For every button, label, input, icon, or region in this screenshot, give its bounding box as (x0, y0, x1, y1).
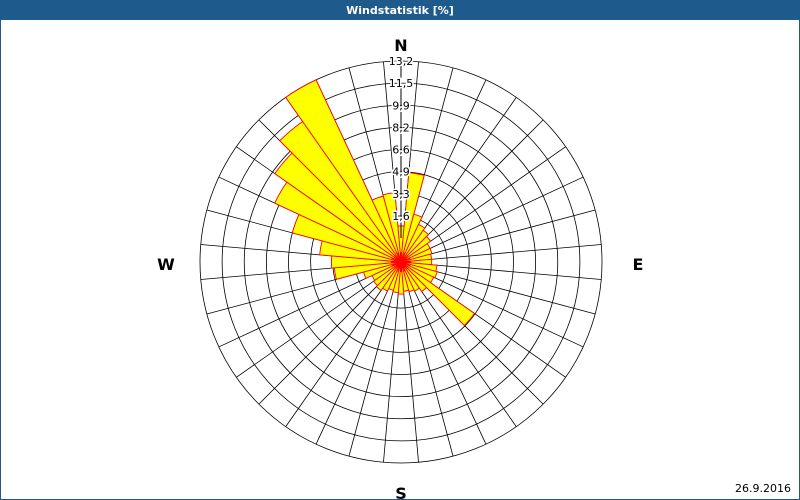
radial-tick-label: 4,9 (392, 166, 410, 179)
grid-spoke (236, 275, 382, 378)
grid-spoke (424, 267, 596, 315)
center-ray (400, 261, 409, 270)
center-ray (400, 252, 406, 263)
center-ray (400, 261, 406, 272)
radial-tick-label: 1,6 (392, 210, 410, 223)
radial-tick-label: 6,6 (392, 144, 410, 157)
wind-sector-150 (400, 261, 421, 292)
grid-spoke (422, 176, 584, 253)
center-ray (400, 261, 411, 267)
center-ray (396, 261, 402, 272)
center-ray (400, 257, 411, 263)
grid-spoke (348, 285, 396, 457)
grid-spoke (420, 146, 566, 249)
center-ray (391, 261, 402, 267)
wind-sector-30 (400, 223, 426, 263)
wind-sector-350 (382, 192, 402, 263)
window-title: Windstatistik [%] (1, 1, 799, 20)
radial-tick-label: 13,2 (389, 55, 414, 68)
wind-sector-220 (375, 261, 402, 292)
wind-sector-230 (373, 261, 402, 287)
grid-spoke (424, 209, 596, 257)
grid-spoke (258, 278, 385, 405)
center-ray (393, 261, 402, 270)
center-ray (396, 252, 402, 263)
grid-spoke (410, 283, 487, 445)
radial-tick-label: 11,5 (389, 77, 414, 90)
grid-spoke (383, 285, 400, 463)
grid-spoke (414, 281, 517, 427)
grid-spoke (410, 79, 487, 241)
grid-spoke (218, 271, 380, 348)
wind-sector-180 (397, 261, 405, 295)
wind-sector-50 (400, 235, 432, 263)
grid-spoke (285, 281, 388, 427)
grid-spoke (402, 285, 419, 463)
compass-label-s: S (395, 484, 407, 499)
compass-label-e: E (633, 255, 644, 274)
grid-spoke (417, 119, 544, 246)
grid-spoke (406, 285, 454, 457)
center-ray (400, 254, 409, 263)
date-label: 26.9.2016 (735, 482, 791, 495)
radial-tick-label: 9,9 (392, 99, 410, 112)
radial-tick-label: 8,2 (392, 121, 410, 134)
wind-sector-130 (400, 261, 476, 327)
grid-spoke (424, 244, 602, 261)
center-ray (393, 254, 402, 263)
center-ray (391, 257, 402, 263)
grid-spoke (414, 97, 517, 243)
compass-label-n: N (394, 36, 407, 55)
wind-sector-330 (285, 79, 402, 263)
grid-spoke (424, 263, 602, 280)
radial-tick-label: 3,3 (392, 188, 410, 201)
grid-spoke (422, 271, 584, 348)
wind-rose-chart: 1,6 3,3 4,9 6,6 8,2 9,9 11,5 13,2N E S W (157, 36, 644, 499)
wind-sector-140 (400, 261, 428, 293)
compass-label-w: W (157, 255, 175, 274)
grid-spoke (315, 283, 392, 445)
wind-sector-40 (400, 229, 430, 263)
